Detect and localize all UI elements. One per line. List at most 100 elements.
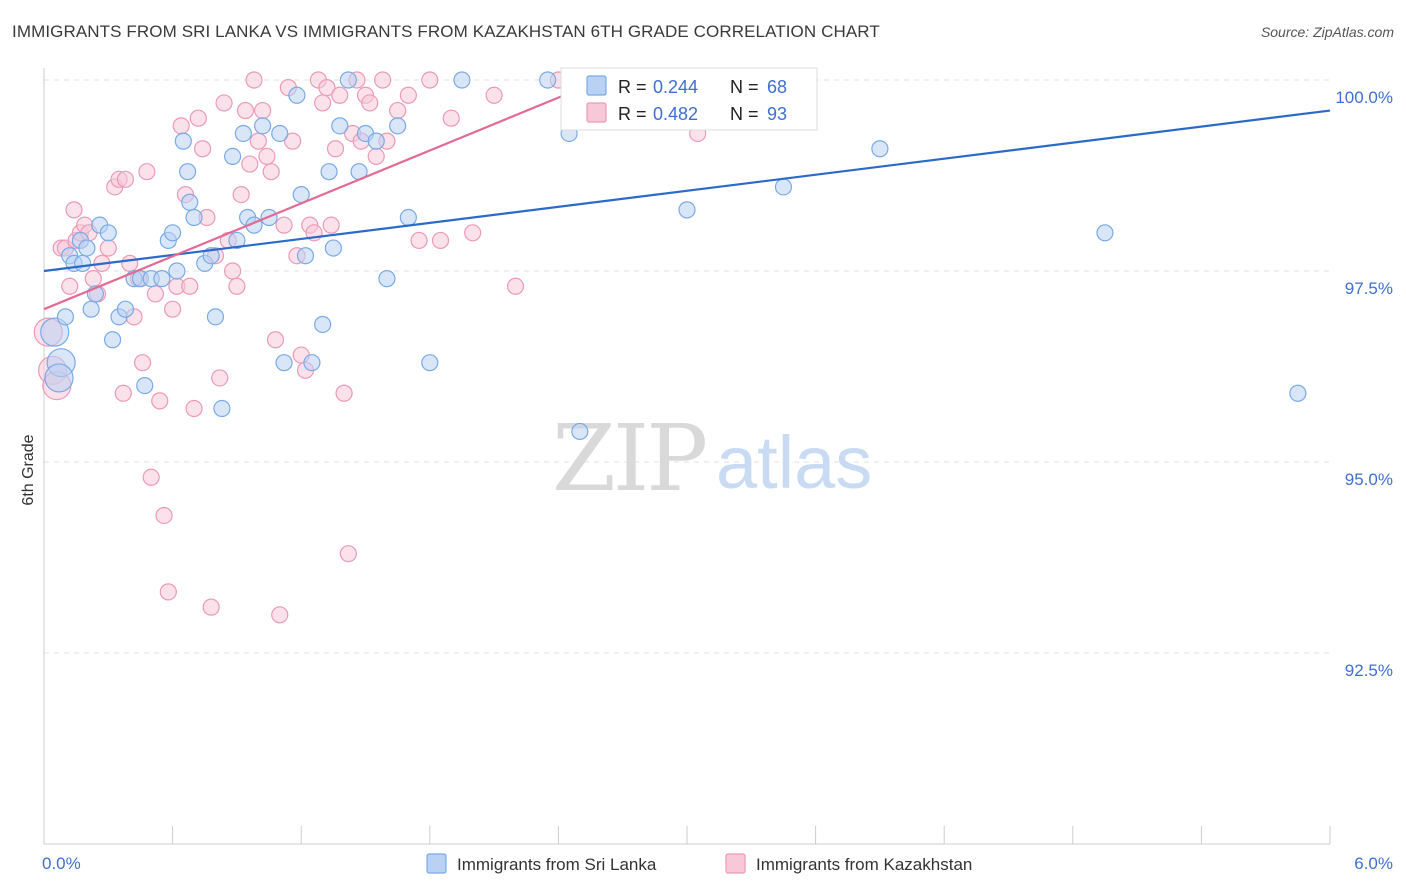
stats-r-kazakhstan: 0.482 bbox=[653, 104, 698, 124]
stats-r-label: R = bbox=[618, 77, 647, 97]
point-kazakhstan bbox=[431, 231, 450, 250]
point-sri-lanka bbox=[179, 163, 197, 181]
point-kazakhstan bbox=[245, 71, 263, 89]
point-kazakhstan bbox=[232, 186, 250, 204]
point-sri-lanka bbox=[234, 124, 252, 143]
stats-r-label: R = bbox=[618, 104, 647, 124]
point-sri-lanka bbox=[40, 317, 70, 347]
tick-labels: 92.5% 95.0% 97.5% 100.0% 0.0% 6.0% bbox=[42, 88, 1393, 873]
point-kazakhstan bbox=[116, 170, 135, 188]
point-kazakhstan bbox=[236, 101, 255, 120]
stats-r-sri-lanka: 0.244 bbox=[653, 77, 698, 97]
point-kazakhstan bbox=[133, 354, 152, 372]
point-kazakhstan bbox=[339, 545, 357, 563]
point-kazakhstan bbox=[172, 117, 190, 135]
watermark-atlas: atlas bbox=[716, 421, 872, 504]
point-sri-lanka bbox=[99, 224, 117, 242]
point-kazakhstan bbox=[389, 101, 407, 120]
y-tick-label: 92.5% bbox=[1345, 661, 1393, 680]
point-kazakhstan bbox=[189, 109, 207, 127]
point-sri-lanka bbox=[275, 354, 293, 372]
stats-n-label: N = bbox=[730, 77, 759, 97]
point-sri-lanka bbox=[378, 270, 396, 288]
point-kazakhstan bbox=[121, 254, 139, 272]
point-sri-lanka bbox=[56, 308, 75, 326]
point-kazakhstan bbox=[374, 71, 392, 89]
point-sri-lanka bbox=[296, 247, 315, 265]
point-kazakhstan bbox=[249, 132, 267, 150]
y-tick-label: 97.5% bbox=[1345, 279, 1393, 298]
point-sri-lanka bbox=[213, 399, 231, 418]
point-kazakhstan bbox=[254, 101, 272, 120]
legend-label-kazakhstan: Immigrants from Kazakhstan bbox=[756, 855, 972, 874]
point-sri-lanka bbox=[224, 147, 242, 165]
point-kazakhstan bbox=[318, 79, 336, 97]
point-sri-lanka bbox=[314, 315, 332, 334]
point-kazakhstan bbox=[485, 86, 503, 104]
point-kazakhstan bbox=[326, 140, 345, 158]
point-kazakhstan bbox=[159, 583, 177, 601]
trend-lines bbox=[43, 78, 1331, 311]
point-kazakhstan bbox=[361, 94, 379, 112]
point-kazakhstan bbox=[146, 285, 165, 303]
point-kazakhstan bbox=[202, 598, 220, 616]
point-kazakhstan bbox=[181, 277, 199, 295]
point-kazakhstan bbox=[262, 163, 280, 181]
y-tick-label: 100.0% bbox=[1335, 88, 1393, 107]
watermark-zip: ZIP bbox=[552, 405, 705, 512]
point-kazakhstan bbox=[142, 468, 160, 486]
point-sri-lanka bbox=[82, 300, 100, 318]
point-sri-lanka bbox=[389, 117, 407, 135]
point-kazakhstan bbox=[151, 392, 169, 410]
point-sri-lanka bbox=[136, 377, 154, 395]
point-sri-lanka bbox=[73, 254, 92, 272]
point-kazakhstan bbox=[421, 71, 439, 89]
point-kazakhstan bbox=[331, 86, 349, 104]
legend: Immigrants from Sri Lanka Immigrants fro… bbox=[426, 853, 972, 874]
point-kazakhstan bbox=[65, 201, 83, 219]
point-kazakhstan bbox=[61, 277, 79, 295]
point-sri-lanka bbox=[539, 71, 557, 89]
point-sri-lanka bbox=[303, 354, 321, 372]
point-sri-lanka bbox=[871, 140, 889, 158]
point-sri-lanka bbox=[228, 231, 246, 250]
source-label: Source: ZipAtlas.com bbox=[1260, 24, 1394, 40]
legend-swatch-kazakhstan bbox=[725, 853, 746, 874]
point-kazakhstan bbox=[215, 94, 233, 112]
point-sri-lanka bbox=[78, 239, 96, 257]
stats-swatch-sri-lanka bbox=[586, 75, 607, 96]
stats-n-sri-lanka: 68 bbox=[767, 77, 787, 97]
point-kazakhstan bbox=[442, 109, 460, 127]
point-sri-lanka bbox=[164, 224, 182, 242]
point-kazakhstan bbox=[410, 231, 428, 250]
stats-box: R = 0.244 N = 68 R = 0.482 N = 93 bbox=[560, 67, 818, 131]
stats-n-kazakhstan: 93 bbox=[767, 104, 787, 124]
point-sri-lanka bbox=[571, 422, 589, 441]
point-sri-lanka bbox=[331, 117, 349, 135]
point-kazakhstan bbox=[155, 506, 173, 525]
point-sri-lanka bbox=[174, 132, 192, 150]
point-kazakhstan bbox=[367, 147, 385, 165]
y-axis-title: 6th Grade bbox=[20, 434, 37, 505]
data-points bbox=[33, 71, 1307, 624]
axes bbox=[43, 68, 1331, 845]
point-kazakhstan bbox=[322, 216, 340, 234]
point-sri-lanka bbox=[339, 71, 357, 89]
point-kazakhstan bbox=[224, 262, 242, 280]
point-kazakhstan bbox=[464, 224, 482, 242]
point-sri-lanka bbox=[421, 354, 439, 372]
point-kazakhstan bbox=[271, 606, 289, 624]
point-kazakhstan bbox=[138, 163, 156, 181]
point-sri-lanka bbox=[153, 270, 171, 288]
point-kazakhstan bbox=[185, 399, 203, 418]
point-kazakhstan bbox=[99, 239, 117, 257]
point-sri-lanka bbox=[774, 178, 793, 196]
point-kazakhstan bbox=[241, 155, 259, 173]
point-sri-lanka bbox=[103, 331, 122, 349]
trend-line-kazakhstan bbox=[43, 78, 602, 311]
point-sri-lanka bbox=[324, 239, 342, 257]
x-tick-label: 6.0% bbox=[1354, 854, 1393, 873]
point-sri-lanka bbox=[288, 86, 306, 104]
trend-line-sri-lanka bbox=[43, 109, 1331, 273]
point-sri-lanka bbox=[367, 132, 385, 150]
